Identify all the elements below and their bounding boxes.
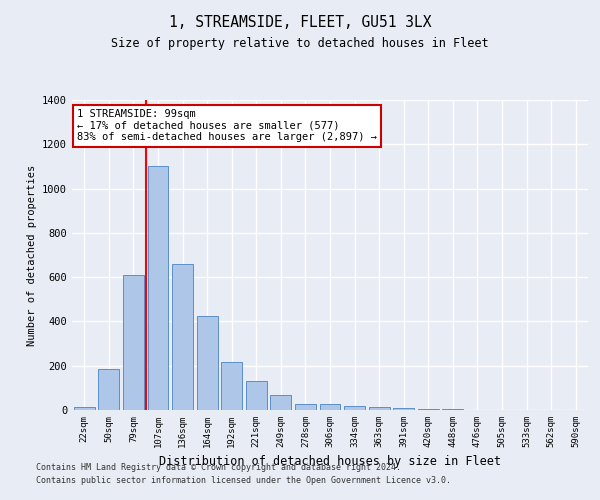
Bar (368, 408, 389, 410)
Bar (98, 369, 119, 410)
Bar (197, 316, 218, 410)
Bar (418, 409, 439, 410)
Bar (393, 408, 414, 410)
Bar (271, 395, 292, 410)
Text: 1 STREAMSIDE: 99sqm
← 17% of detached houses are smaller (577)
83% of semi-detac: 1 STREAMSIDE: 99sqm ← 17% of detached ho… (77, 110, 377, 142)
Text: Contains HM Land Registry data © Crown copyright and database right 2024.: Contains HM Land Registry data © Crown c… (36, 464, 401, 472)
Text: Contains public sector information licensed under the Open Government Licence v3: Contains public sector information licen… (36, 476, 451, 485)
Bar (123, 275, 144, 410)
Bar (344, 406, 365, 410)
Bar (221, 362, 242, 410)
Bar (148, 166, 169, 410)
Text: Size of property relative to detached houses in Fleet: Size of property relative to detached ho… (111, 38, 489, 51)
X-axis label: Distribution of detached houses by size in Fleet: Distribution of detached houses by size … (159, 456, 501, 468)
Text: 1, STREAMSIDE, FLEET, GU51 3LX: 1, STREAMSIDE, FLEET, GU51 3LX (169, 15, 431, 30)
Bar (74, 406, 95, 410)
Bar (172, 264, 193, 410)
Bar (246, 381, 267, 410)
Bar (295, 404, 316, 410)
Bar (320, 404, 340, 410)
Y-axis label: Number of detached properties: Number of detached properties (26, 164, 37, 346)
